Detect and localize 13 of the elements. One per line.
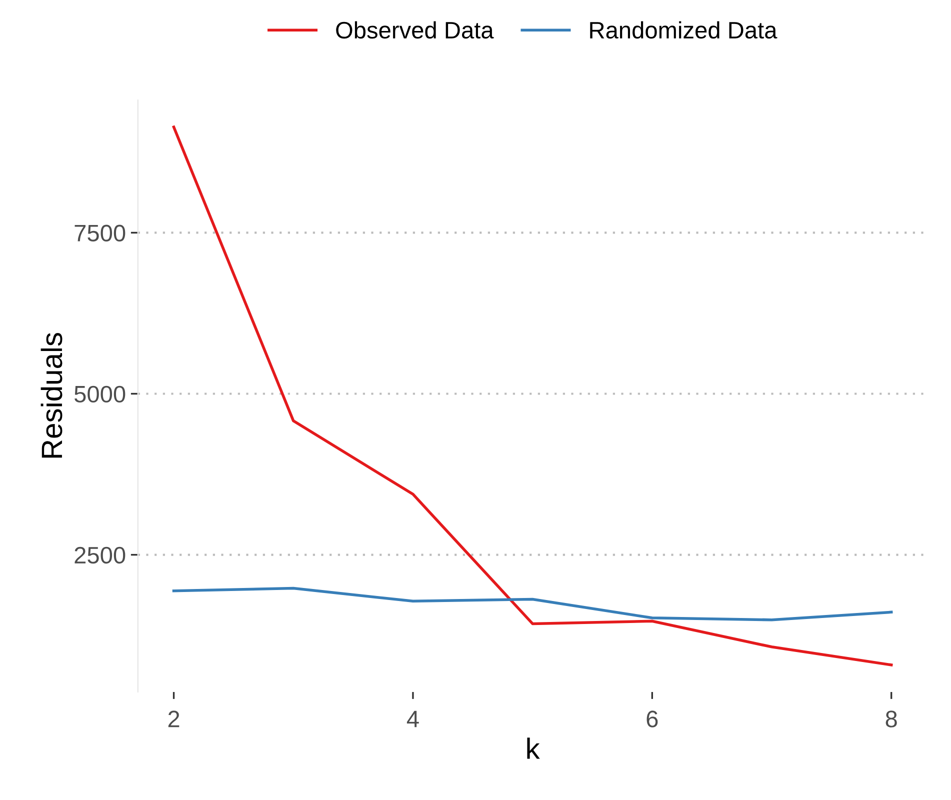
y-tick-label: 7500 bbox=[74, 224, 126, 242]
legend-label: Observed Data bbox=[336, 21, 494, 39]
line-series bbox=[172, 126, 893, 666]
x-tick-label: 8 bbox=[886, 710, 897, 728]
x-axis-title: k bbox=[527, 738, 540, 759]
x-tick-label: 6 bbox=[646, 710, 658, 728]
legend-label: Randomized Data bbox=[590, 21, 778, 39]
x-tick-label: 4 bbox=[406, 710, 419, 728]
y-tick-label: 5000 bbox=[74, 386, 126, 403]
x-tick-label: 2 bbox=[168, 710, 180, 728]
y-axis-title: Residuals bbox=[40, 333, 62, 458]
y-tick-label: 2500 bbox=[74, 546, 126, 564]
line-series bbox=[172, 586, 893, 622]
